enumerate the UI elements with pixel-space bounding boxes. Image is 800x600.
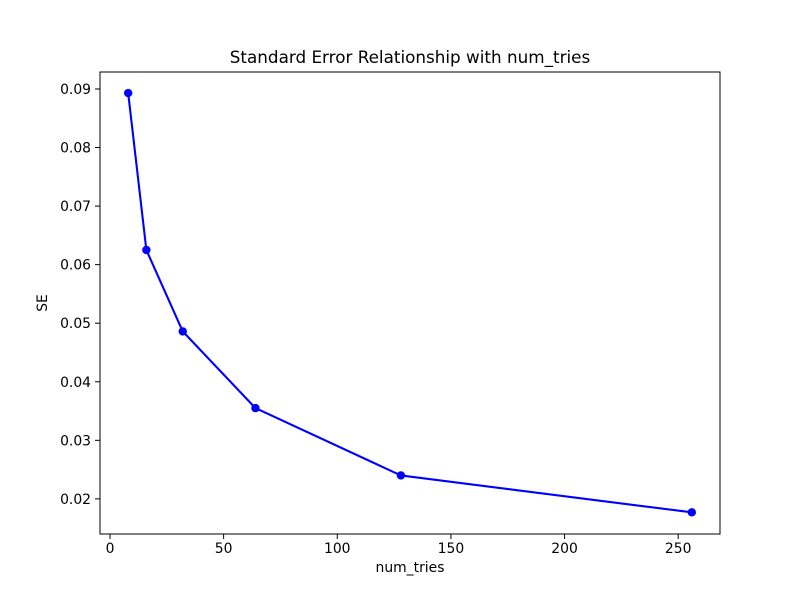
x-tick-label: 200 xyxy=(551,541,578,557)
x-tick-label: 250 xyxy=(665,541,692,557)
y-tick-label: 0.03 xyxy=(60,433,91,449)
data-point-marker xyxy=(687,508,697,517)
data-point-marker xyxy=(251,403,260,413)
data-point-marker xyxy=(178,327,187,336)
y-tick-label: 0.02 xyxy=(60,492,91,508)
chart-title: Standard Error Relationship with num_tri… xyxy=(230,47,590,68)
series-line xyxy=(127,92,693,514)
x-tick-label: 150 xyxy=(438,541,465,557)
data-point-marker xyxy=(142,245,151,255)
x-axis-label: num_tries xyxy=(376,560,445,576)
y-tick-label: 0.08 xyxy=(60,141,91,157)
y-tick-label: 0.07 xyxy=(60,199,91,215)
data-point-marker xyxy=(396,471,406,480)
y-tick-label: 0.04 xyxy=(60,375,91,391)
x-tick-label: 50 xyxy=(215,541,233,557)
plot-frame xyxy=(99,71,721,535)
y-tick-label: 0.05 xyxy=(60,316,91,332)
x-tick-label: 100 xyxy=(324,541,351,557)
data-point-marker xyxy=(123,88,133,98)
x-tick-label: 0 xyxy=(106,541,115,557)
plot-area: 0 50 100 150 200 250 0.02 0.03 0.04 0.05 0.06 0.07 0… xyxy=(60,71,721,557)
y-tick-label: 0.06 xyxy=(60,258,91,274)
y-tick-label: 0.09 xyxy=(60,82,91,98)
y-axis-label: SE xyxy=(35,294,51,312)
